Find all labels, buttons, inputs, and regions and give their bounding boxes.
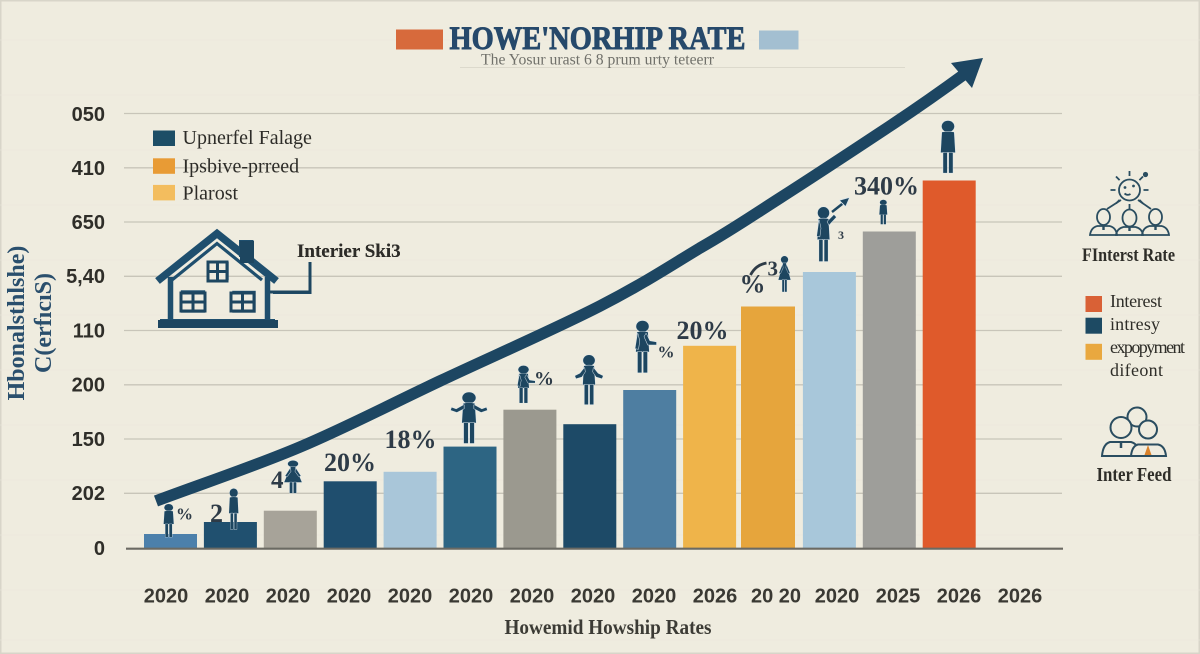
svg-text:2020: 2020 — [510, 586, 555, 608]
svg-text:2020: 2020 — [266, 586, 311, 608]
svg-text:2026: 2026 — [998, 586, 1043, 608]
svg-text:200: 200 — [72, 375, 105, 397]
svg-text:2: 2 — [210, 499, 223, 528]
svg-text:2020: 2020 — [144, 586, 189, 608]
svg-text:intresy: intresy — [1110, 314, 1160, 334]
svg-text:2025: 2025 — [876, 586, 921, 608]
svg-text:Interier Ski3: Interier Ski3 — [297, 241, 401, 262]
svg-text:Upnerfel Falage: Upnerfel Falage — [183, 127, 313, 149]
svg-text:The Yosur urast 6 8 prum urty: The Yosur urast 6 8 prum urty teteerr — [481, 52, 715, 69]
svg-text:20%: 20% — [324, 448, 376, 477]
svg-text:150: 150 — [72, 429, 105, 451]
svg-text:FInterst Rate: FInterst Rate — [1082, 245, 1175, 266]
svg-text:2020: 2020 — [571, 586, 616, 608]
svg-text:Inter Feed: Inter Feed — [1097, 464, 1172, 486]
svg-text:20%: 20% — [677, 316, 729, 345]
svg-text:2020: 2020 — [815, 586, 860, 608]
svg-text:HOWE'NORHIP RATE: HOWE'NORHIP RATE — [450, 21, 746, 57]
svg-text:%: % — [534, 368, 554, 390]
svg-text:2026: 2026 — [937, 586, 982, 608]
svg-text:C(erfıcıS): C(erfıcıS) — [31, 273, 57, 373]
svg-text:2020: 2020 — [632, 586, 677, 608]
svg-text:110: 110 — [73, 321, 105, 343]
svg-text:2020: 2020 — [327, 586, 372, 608]
svg-text:expopyment: expopyment — [1110, 337, 1185, 357]
svg-text:2020: 2020 — [388, 586, 433, 608]
svg-text:4: 4 — [271, 467, 284, 494]
svg-text:5,40: 5,40 — [66, 266, 105, 288]
svg-text:2026: 2026 — [693, 586, 738, 608]
svg-text:Interest: Interest — [1110, 291, 1162, 311]
svg-text:650: 650 — [72, 212, 105, 234]
svg-text:2020: 2020 — [205, 586, 250, 608]
svg-text:3: 3 — [768, 257, 779, 281]
svg-text:Ipsbive-prreed: Ipsbive-prreed — [183, 156, 300, 178]
svg-text:2020: 2020 — [449, 586, 494, 608]
svg-text:050: 050 — [72, 104, 105, 126]
svg-text:Interier Ski3: Interier Ski3 — [297, 241, 401, 262]
svg-text:3: 3 — [838, 228, 844, 242]
svg-text:Plarost: Plarost — [183, 183, 239, 205]
svg-text:%: % — [740, 270, 766, 299]
svg-text:18%: 18% — [385, 425, 437, 454]
svg-text:Hbonalsthlshe): Hbonalsthlshe) — [4, 246, 30, 401]
svg-text:%: % — [658, 343, 675, 362]
svg-text:difeont: difeont — [1110, 360, 1163, 380]
svg-text:20 20: 20 20 — [751, 586, 801, 608]
svg-text:%: % — [176, 505, 193, 524]
svg-text:410: 410 — [72, 158, 105, 180]
svg-text:202: 202 — [72, 483, 105, 505]
svg-text:340%: 340% — [854, 172, 919, 201]
svg-text:0: 0 — [94, 538, 105, 560]
svg-text:Howemid Howship Rates: Howemid Howship Rates — [505, 615, 712, 639]
